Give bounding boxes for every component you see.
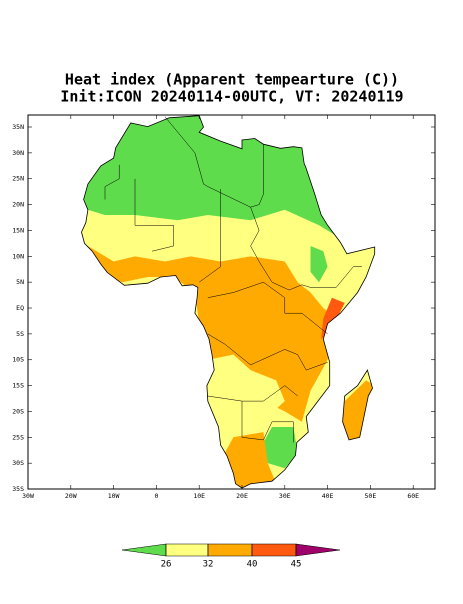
field (224, 432, 277, 488)
lon-label: 30W (22, 492, 34, 500)
lat-label: 35S (12, 485, 24, 493)
lon-label: 10W (108, 492, 120, 500)
lon-label: 20W (65, 492, 77, 500)
lon-label: 30E (279, 492, 291, 500)
lon-label: 10E (193, 492, 205, 500)
lat-label: 20N (12, 201, 24, 209)
lat-label: 25S (12, 433, 24, 441)
colorbar: 26 32 40 45 (121, 543, 341, 570)
colorbar-label: 45 (291, 560, 302, 570)
map-frame (27, 114, 436, 490)
field (207, 354, 285, 464)
border (164, 116, 264, 208)
border (134, 178, 174, 252)
border (199, 189, 221, 283)
colorbar-segment (207, 543, 253, 557)
fields (81, 115, 375, 488)
border (207, 333, 328, 371)
title: Heat index (Apparent tempearture (C)) (65, 71, 399, 89)
lat-label: 10N (12, 252, 24, 260)
lon-label: 60E (407, 492, 419, 500)
lat-label: 5N (16, 278, 24, 286)
colorbar-segment (251, 543, 297, 557)
lon-label: 40E (322, 492, 334, 500)
lat-label: 25N (12, 175, 24, 183)
lat-label: 35N (12, 123, 24, 131)
lat-label: 15N (12, 226, 24, 234)
border (104, 164, 120, 200)
border (250, 207, 362, 291)
border (206, 385, 298, 402)
lat-label: 20S (12, 407, 24, 415)
border (207, 281, 286, 314)
lat-label: 15S (12, 382, 24, 390)
coastline (342, 369, 373, 441)
colorbar-label: 26 (161, 560, 172, 570)
field (310, 246, 328, 283)
axes: 35N 30N 25N 20N 15N 10N 5N EQ 5S 10S 15S 20S 25S 30S 3… (12, 115, 435, 500)
lon-label: 50E (365, 492, 377, 500)
lat-label: 10S (12, 356, 24, 364)
coastline (81, 115, 376, 489)
colorbar-segment (295, 543, 341, 557)
field (340, 380, 375, 443)
lat-label: 5S (16, 330, 24, 338)
lat-label: 30S (12, 459, 24, 467)
map (81, 115, 376, 489)
colorbar-segment (121, 543, 167, 557)
border (284, 312, 328, 335)
colorbar-label: 32 (203, 560, 214, 570)
border (241, 401, 294, 443)
field (263, 427, 298, 469)
lat-label: EQ (16, 304, 24, 312)
lon-label: 20E (236, 492, 248, 500)
lat-label: 30N (12, 149, 24, 157)
colorbar-label: 40 (247, 560, 258, 570)
lon-label: 0 (154, 492, 158, 500)
subtitle: Init:ICON 20240114-00UTC, VT: 20240119 (60, 88, 403, 106)
colorbar-segment (165, 543, 209, 557)
